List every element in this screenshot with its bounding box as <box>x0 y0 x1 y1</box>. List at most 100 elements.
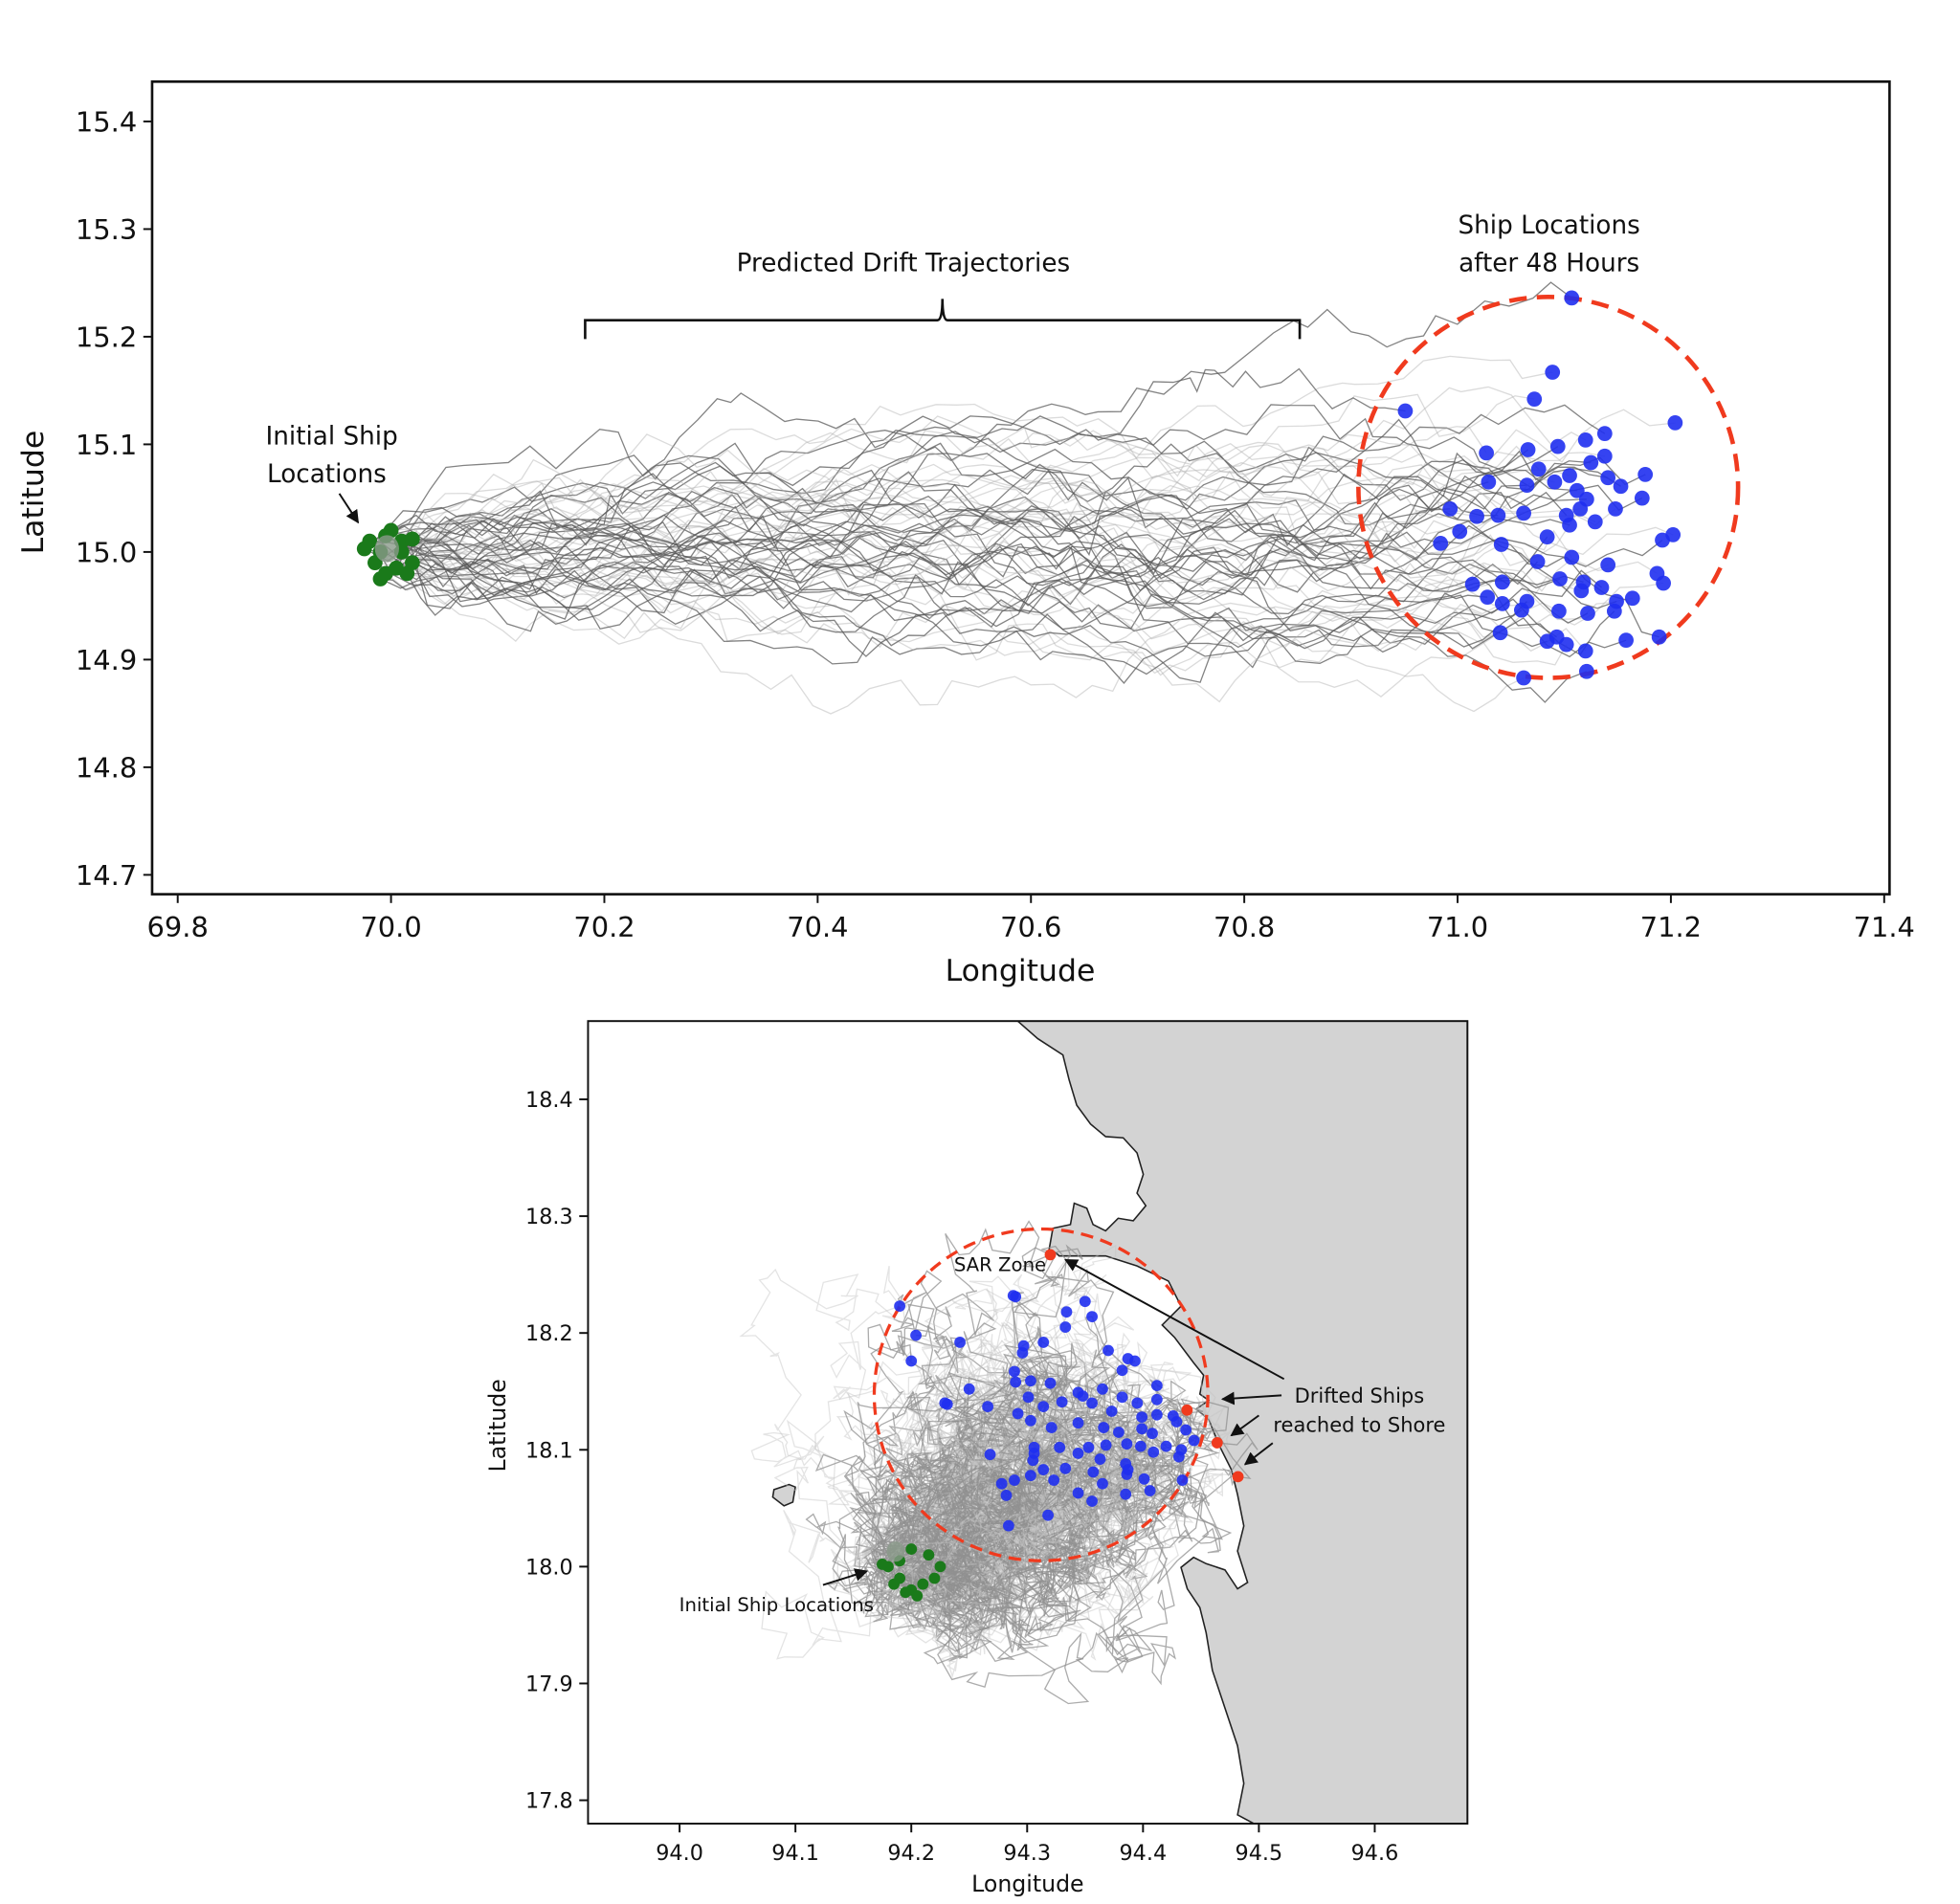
final-location-point <box>1481 474 1497 490</box>
zone-circle <box>1356 295 1741 680</box>
final-location-point <box>1613 478 1629 495</box>
initial-cluster-overlay <box>886 1540 905 1562</box>
trajectory-line <box>858 1220 1051 1561</box>
y-tick-label: 18.1 <box>525 1438 573 1463</box>
final-location-point <box>1514 602 1529 618</box>
y-tick-label: 17.9 <box>525 1672 573 1697</box>
x-axis-label: Longitude <box>971 1871 1083 1897</box>
final-location-point <box>1138 1472 1150 1485</box>
final-location-point <box>1656 575 1671 591</box>
trajectory-line <box>401 517 1539 620</box>
x-tick-label: 94.6 <box>1351 1841 1399 1866</box>
final-location-point <box>1025 1414 1036 1427</box>
trajectory-line <box>904 1432 1258 1605</box>
trajectory-line <box>385 510 1609 616</box>
final-location-point <box>1056 1396 1068 1408</box>
final-location-point <box>1087 1466 1100 1478</box>
final-location-point <box>984 1449 996 1461</box>
final-location-point <box>1548 629 1565 645</box>
final-location-point <box>1490 507 1506 523</box>
final-location-point <box>1082 1441 1095 1453</box>
plot-frame <box>150 80 1891 896</box>
final-location-point <box>1172 1450 1185 1463</box>
trajectory-line <box>901 1447 1114 1659</box>
y-tick-label: 14.9 <box>76 644 137 676</box>
final-location-point <box>1596 426 1613 442</box>
trajectory-line <box>407 415 1674 580</box>
final-location-point <box>1037 1464 1050 1475</box>
x-tick-label: 94.2 <box>887 1841 935 1866</box>
final-location-point <box>1580 606 1595 621</box>
initial-location-point <box>911 1589 924 1602</box>
initial-location-point <box>877 1559 888 1570</box>
x-tick-label: 70.2 <box>573 911 635 943</box>
y-tick-label: 18.3 <box>525 1205 573 1229</box>
final-location-point <box>1624 590 1640 607</box>
trajectory-line <box>401 509 1525 713</box>
final-location-point <box>1072 1417 1084 1429</box>
final-location-point <box>1569 482 1585 498</box>
final-location-point <box>995 1477 1008 1490</box>
sar-zone-circle <box>872 1227 1210 1562</box>
y-tick-label: 14.8 <box>76 751 137 784</box>
final-location-point <box>1097 1383 1108 1395</box>
final-location-point <box>1121 1438 1133 1450</box>
x-tick-label: 69.8 <box>147 911 209 943</box>
trajectory-line <box>385 475 1596 605</box>
final-location-point <box>1397 403 1414 419</box>
final-location-point <box>1469 508 1484 524</box>
trajectory-line <box>877 1487 1127 1644</box>
trajectory-line <box>385 496 1615 656</box>
trajectory-line <box>401 514 1602 646</box>
trajectory-line <box>739 1266 924 1582</box>
final-location-point <box>1577 643 1593 659</box>
final-location-point <box>1651 629 1667 645</box>
final-location-point <box>1012 1407 1024 1420</box>
trajectory-line <box>380 498 1503 652</box>
final-location-point <box>1150 1380 1163 1392</box>
final-location-point <box>1433 536 1449 551</box>
shore-location-point <box>1211 1437 1223 1449</box>
shore-arrow-4 <box>1243 1442 1274 1466</box>
land-mass <box>1016 1021 1468 1824</box>
final-location-point <box>1539 529 1555 545</box>
x-tick-label: 70.8 <box>1214 911 1275 943</box>
final-location-point <box>1667 415 1683 431</box>
trajectory-line <box>380 504 1503 676</box>
final-location-point <box>1529 554 1546 569</box>
final-location-point <box>1562 517 1577 533</box>
final-location-point <box>1655 532 1670 548</box>
x-tick-label: 71.0 <box>1427 911 1488 943</box>
final-location-point <box>1577 432 1593 448</box>
trajectory-line <box>913 1400 1188 1632</box>
final-location-point <box>1618 632 1634 649</box>
shore-arrow-2 <box>1220 1391 1282 1406</box>
final-location-point <box>1027 1454 1039 1467</box>
final-location-point <box>1572 501 1589 517</box>
final-location-point <box>1048 1474 1060 1486</box>
final-location-point <box>1131 1397 1144 1409</box>
x-tick-label: 70.6 <box>1000 911 1061 943</box>
trajectory-line <box>412 503 1501 653</box>
trajectory-line <box>412 473 1570 629</box>
final-location-point <box>1637 467 1654 482</box>
final-location-point <box>1009 1474 1020 1486</box>
trajectory-line <box>380 478 1572 579</box>
trajectory-line <box>374 433 1568 666</box>
shore-arrow-3 <box>1230 1414 1259 1437</box>
initial-arrow <box>338 493 360 524</box>
final-location-point <box>982 1401 994 1413</box>
x-tick-label: 70.4 <box>787 911 848 943</box>
trajectory-line <box>374 546 1664 675</box>
final-location-point <box>1042 1509 1054 1521</box>
final-location-point <box>1150 1393 1163 1406</box>
initial-location-point <box>405 531 420 547</box>
final-location-point <box>1564 290 1580 306</box>
x-axis-ticks: 94.0 94.1 94.2 94.3 94.4 94.5 94.6 <box>656 1823 1399 1866</box>
y-tick-label: 15.3 <box>76 213 137 246</box>
trajectory-line <box>401 431 1577 594</box>
x-tick-label: 94.1 <box>771 1841 819 1866</box>
trajectory-line <box>916 1464 1021 1622</box>
final-location-point <box>1025 1375 1036 1387</box>
final-location-point <box>910 1329 922 1341</box>
